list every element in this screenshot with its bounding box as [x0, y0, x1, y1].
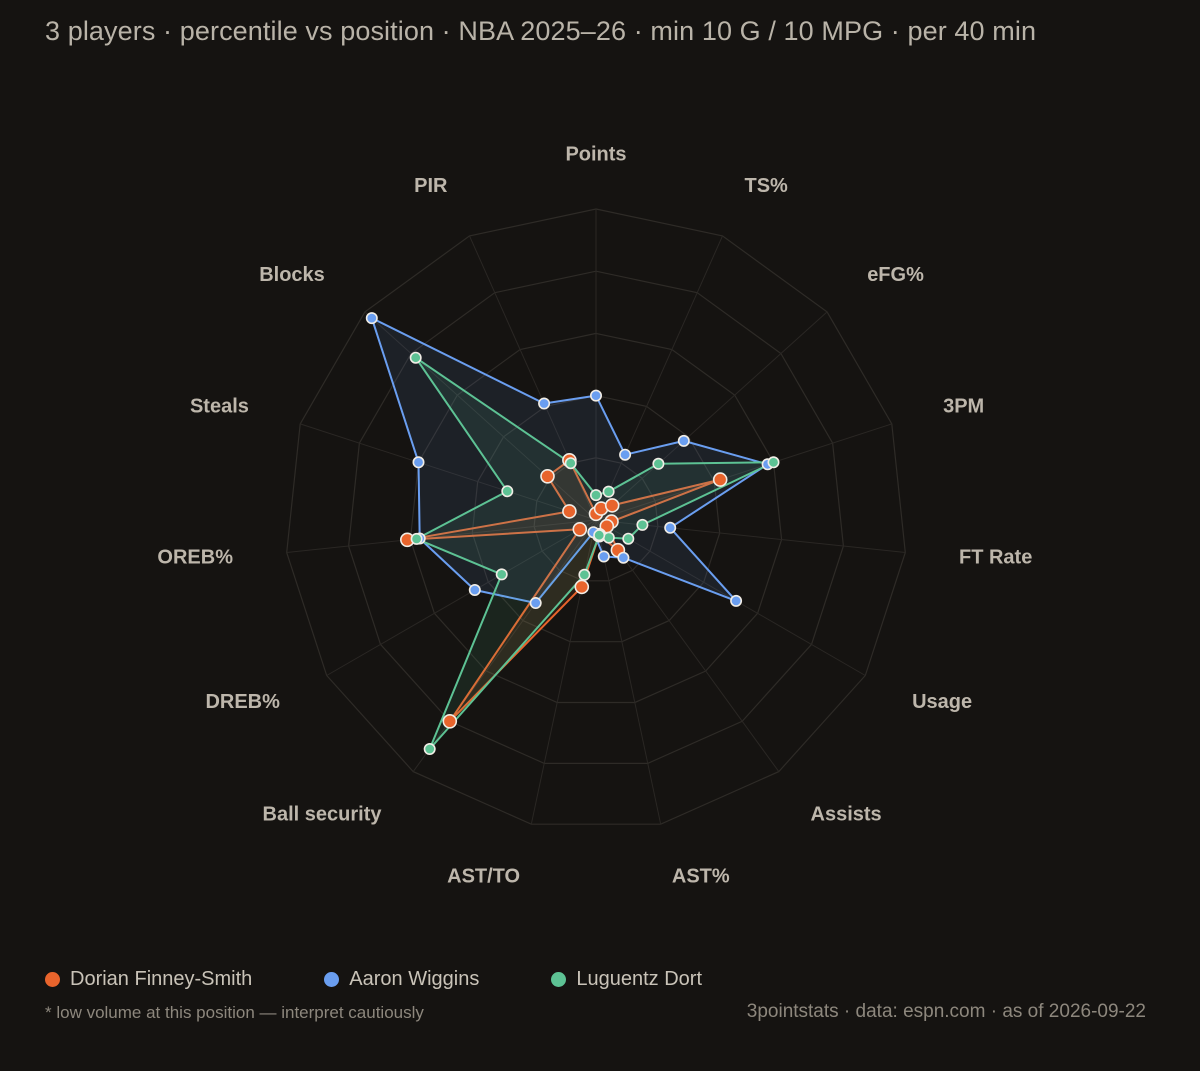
legend-item-dort[interactable]: Luguentz Dort — [551, 968, 702, 991]
data-point — [597, 550, 610, 563]
data-point — [442, 713, 458, 729]
grid-ring — [533, 457, 659, 582]
data-point — [412, 456, 425, 469]
axis-label: Steals — [190, 395, 249, 417]
series-area — [414, 356, 775, 750]
data-point — [410, 532, 423, 545]
data-point — [538, 397, 551, 410]
data-point — [564, 457, 577, 470]
legend-item-wiggins[interactable]: Aaron Wiggins — [324, 968, 479, 991]
data-point — [604, 498, 620, 513]
chart-subtitle: 3 players · percentile vs position · NBA… — [45, 16, 1037, 46]
axis-spoke — [326, 519, 597, 676]
data-point — [409, 351, 422, 364]
data-point — [622, 532, 635, 545]
data-point — [652, 457, 665, 470]
grid-ring — [286, 208, 906, 825]
axis-label: FT Rate — [959, 546, 1032, 568]
axis-spoke — [364, 311, 597, 521]
axis-label: AST% — [672, 865, 730, 887]
axis-spoke — [595, 519, 662, 825]
legend-label: Dorian Finney-Smith — [70, 968, 253, 990]
data-point — [468, 583, 481, 596]
data-point — [619, 448, 632, 461]
data-point — [574, 579, 590, 595]
data-point — [602, 531, 615, 544]
data-point — [677, 434, 690, 447]
axis-label: Assists — [811, 804, 882, 826]
axis-label: DREB% — [205, 691, 280, 713]
axis-label: Blocks — [259, 264, 325, 286]
data-point — [495, 568, 508, 581]
data-point — [501, 485, 514, 498]
data-credit: 3pointstats · data: espn.com · as of 202… — [746, 1001, 1146, 1022]
axis-spoke — [286, 519, 597, 553]
data-point — [540, 468, 555, 484]
data-point — [589, 389, 602, 402]
data-point — [636, 518, 649, 531]
legend-swatch-icon — [324, 972, 340, 987]
axis-label: PIR — [414, 175, 448, 197]
legend-label: Luguentz Dort — [576, 968, 702, 990]
data-point — [593, 529, 606, 542]
axis-label: Points — [565, 143, 626, 165]
data-point — [712, 472, 728, 487]
axis-label: Usage — [912, 691, 972, 713]
axis-spoke — [595, 423, 892, 521]
data-point — [562, 504, 577, 519]
axis-label: eFG% — [867, 264, 924, 286]
axis-spoke — [595, 311, 828, 521]
data-point — [602, 485, 615, 498]
data-point — [617, 551, 630, 564]
axis-label: 3PM — [943, 395, 984, 417]
data-point — [589, 489, 602, 502]
axis-label: AST/TO — [447, 865, 520, 887]
data-point — [730, 594, 743, 607]
data-point — [664, 521, 677, 534]
data-point — [423, 742, 436, 755]
footnote: * low volume at this position — interpre… — [45, 1003, 424, 1022]
legend-swatch-icon — [45, 972, 60, 987]
data-point — [365, 312, 378, 325]
legend-label: Aaron Wiggins — [349, 968, 480, 990]
grid-ring — [347, 270, 845, 765]
axis-spoke — [412, 519, 597, 772]
data-point — [529, 596, 542, 609]
grid-ring — [471, 394, 721, 643]
data-point — [767, 456, 780, 469]
axis-spoke — [595, 235, 723, 521]
axis-label: Ball security — [263, 804, 383, 826]
legend: Dorian Finney-Smith Aaron Wiggins Luguen… — [45, 968, 774, 991]
data-point — [578, 568, 591, 581]
axis-spoke — [300, 423, 597, 521]
radar-chart: Points TS% eFG% 3PM FT Rate Usage Assists AST% A… — [157, 143, 1032, 887]
data-point — [572, 521, 588, 537]
axis-label: OREB% — [157, 546, 233, 568]
axis-label: TS% — [745, 175, 789, 197]
legend-item-finney-smith[interactable]: Dorian Finney-Smith — [45, 968, 252, 991]
grid-ring — [409, 332, 783, 704]
legend-swatch-icon — [551, 972, 567, 987]
